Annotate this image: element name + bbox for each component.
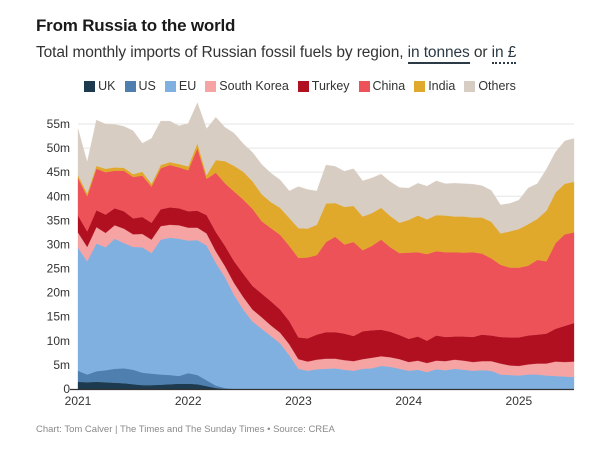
y-tick-label: 5m xyxy=(53,358,70,372)
legend-item-turkey: Turkey xyxy=(297,79,350,93)
legend-swatch xyxy=(84,80,96,92)
y-tick-label: 30m xyxy=(47,237,70,251)
legend-item-eu: EU xyxy=(164,79,197,93)
y-tick-label: 20m xyxy=(47,286,70,300)
legend-label: EU xyxy=(178,79,197,93)
legend-label: US xyxy=(138,79,156,93)
legend-item-china: China xyxy=(358,79,406,93)
x-tick-label: 2024 xyxy=(395,394,422,408)
y-tick-label: 10m xyxy=(47,334,70,348)
in-pounds-link[interactable]: in £ xyxy=(491,44,516,64)
x-tick-label: 2023 xyxy=(285,394,312,408)
y-tick-label: 0 xyxy=(63,382,70,396)
y-tick-label: 25m xyxy=(47,262,70,276)
y-tick-label: 40m xyxy=(47,189,70,203)
legend-item-us: US xyxy=(124,79,156,93)
legend-label: China xyxy=(372,79,406,93)
legend-item-uk: UK xyxy=(84,79,116,93)
legend-item-south-korea: South Korea xyxy=(205,79,289,93)
y-tick-label: 35m xyxy=(47,213,70,227)
legend-swatch xyxy=(164,80,176,92)
y-tick-label: 45m xyxy=(47,165,70,179)
legend-swatch xyxy=(464,80,476,92)
legend-label: India xyxy=(428,79,456,93)
y-tick-label: 55m xyxy=(47,117,70,131)
chart-title: From Russia to the world xyxy=(36,16,236,35)
legend-label: UK xyxy=(98,79,116,93)
legend-label: Others xyxy=(478,79,516,93)
x-tick-label: 2021 xyxy=(65,394,92,408)
subtitle-text: Total monthly imports of Russian fossil … xyxy=(36,44,408,61)
legend-label: South Korea xyxy=(219,79,289,93)
y-tick-label: 50m xyxy=(47,141,70,155)
legend-swatch xyxy=(358,80,370,92)
chart-credit: Chart: Tom Calver | The Times and The Su… xyxy=(36,424,335,435)
legend-item-india: India xyxy=(414,79,455,93)
legend-swatch xyxy=(205,80,217,92)
x-tick-label: 2022 xyxy=(175,394,202,408)
y-tick-label: 15m xyxy=(47,310,70,324)
legend-label: Turkey xyxy=(311,79,350,93)
in-tonnes-link[interactable]: in tonnes xyxy=(407,44,470,64)
legend-swatch xyxy=(414,80,426,92)
area-others xyxy=(77,102,575,234)
legend-item-others: Others xyxy=(464,79,516,93)
x-tick-label: 2025 xyxy=(506,394,533,408)
subtitle-or-text: or xyxy=(469,44,492,61)
chart-legend: UK US EU South Korea Turkey China India Others xyxy=(0,79,600,93)
legend-swatch xyxy=(124,80,136,92)
chart-subtitle: Total monthly imports of Russian fossil … xyxy=(36,44,516,64)
legend-swatch xyxy=(297,80,309,92)
